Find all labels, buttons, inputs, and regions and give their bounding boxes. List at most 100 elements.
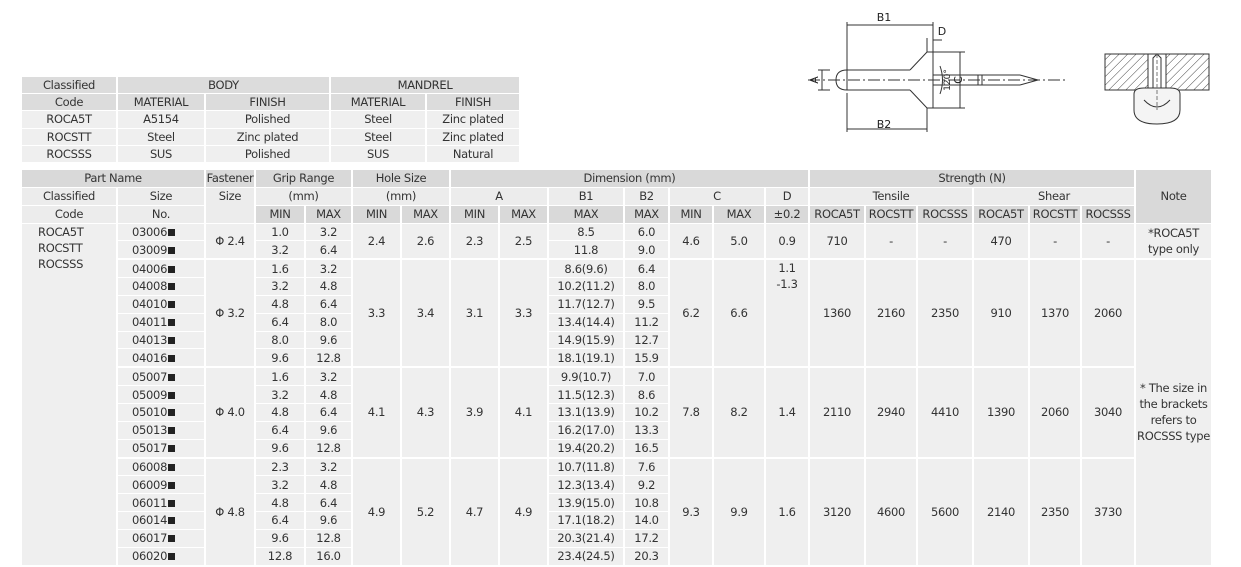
- b2-max-cell: 7.0: [624, 367, 670, 387]
- label-d: D: [938, 25, 946, 38]
- square-marker-icon: [168, 535, 176, 543]
- a-max-cell: 3.3: [499, 259, 549, 369]
- square-marker-icon: [168, 373, 176, 381]
- b2-max-cell: 11.2: [624, 313, 670, 332]
- shear-header: Shear: [973, 187, 1137, 206]
- size-no-cell: 05013: [117, 421, 206, 440]
- grip-min-cell: 3.2: [255, 277, 306, 296]
- mandrel-material-cell: Steel: [330, 128, 428, 146]
- size-code: 04008: [132, 279, 168, 294]
- c-max-cell: 6.6: [713, 259, 766, 369]
- tensile-cell: 2350: [917, 259, 975, 369]
- table-row: 03009 3.2 6.4 11.8 9.0: [22, 240, 1212, 261]
- b1-max-cell: 10.7(11.8): [548, 457, 625, 477]
- tensile-cell: 2110: [809, 367, 867, 459]
- table-row: 06014 6.4 9.6 17.1(18.2) 14.0: [22, 511, 1212, 530]
- size-code: 03006: [132, 224, 168, 239]
- grip-min-cell: 3.2: [255, 475, 306, 495]
- b2-max-cell: 16.5: [624, 439, 670, 459]
- fastener-size-header: Size: [205, 187, 256, 224]
- table-row: 05009 3.2 4.8 11.5(12.3) 8.6: [22, 385, 1212, 404]
- fastener-size-cell: Φ 2.4: [205, 223, 256, 261]
- grip-max-cell: 6.4: [305, 493, 353, 513]
- grip-min-cell: 9.6: [255, 529, 306, 548]
- table-row: 05010 4.8 6.4 13.1(13.9) 10.2: [22, 403, 1212, 422]
- grip-mm-header: (mm): [255, 187, 353, 206]
- body-finish-header: FINISH: [205, 93, 332, 112]
- hole-max-cell: 5.2: [401, 457, 451, 567]
- tensile-rocsss-header: ROCSSS: [917, 205, 975, 224]
- b2-max-cell: 9.0: [624, 240, 670, 261]
- grip-min-cell: 1.6: [255, 367, 306, 387]
- tensile-cell: 5600: [917, 457, 975, 567]
- b2-max-cell: 9.2: [624, 475, 670, 495]
- fastener-size-cell: Φ 4.0: [205, 367, 256, 459]
- table-row: 04008 3.2 4.8 10.2(11.2) 8.0: [22, 277, 1212, 296]
- mandrel-material-cell: Steel: [330, 110, 428, 129]
- grip-min-cell: 4.8: [255, 493, 306, 513]
- a-min-cell: 4.7: [450, 457, 500, 567]
- d-cell: 0.9: [765, 223, 811, 261]
- mandrel-material-header: MATERIAL: [330, 93, 428, 112]
- grip-max-cell: 3.2: [305, 367, 353, 387]
- body-header: BODY: [117, 77, 332, 95]
- size-code: 03009: [132, 242, 168, 257]
- d-cell: 1.4: [765, 367, 811, 459]
- table-row: 06011 4.8 6.4 13.9(15.0) 10.8: [22, 493, 1212, 513]
- hole-size-header: Hole Size: [352, 170, 451, 188]
- table-row: 06017 9.6 12.8 20.3(21.4) 17.2: [22, 529, 1212, 548]
- size-code: 06011: [132, 495, 168, 510]
- size-code: 05010: [132, 405, 168, 420]
- grip-max-cell: 3.2: [305, 259, 353, 279]
- size-code: 05007: [132, 369, 168, 384]
- tensile-roca5t-header: ROCA5T: [809, 205, 867, 224]
- size-no-cell: 04008: [117, 277, 206, 296]
- grip-min-cell: 8.0: [255, 331, 306, 350]
- square-marker-icon: [168, 228, 176, 236]
- table-row: 04013 8.0 9.6 14.9(15.9) 12.7: [22, 331, 1212, 350]
- grip-min-cell: 6.4: [255, 313, 306, 332]
- table-row: ROCA5T A5154 Polished Steel Zinc plated: [22, 110, 522, 129]
- square-marker-icon: [168, 409, 176, 417]
- tensile-cell: 2940: [865, 367, 919, 459]
- d-value: 1.1: [778, 261, 796, 276]
- grip-max-header: MAX: [305, 205, 353, 224]
- mandrel-finish-header: FINISH: [426, 93, 522, 112]
- b1-max-cell: 12.3(13.4): [548, 475, 625, 495]
- d-cell: 1.6: [765, 457, 811, 567]
- table-row: 04006 Φ 3.2 1.6 3.2 3.3 3.4 3.1 3.3 8.6(9.6) 6.4 6…: [22, 259, 1214, 567]
- square-marker-icon: [168, 499, 176, 507]
- square-marker-icon: [168, 445, 176, 453]
- b2-max-cell: 17.2: [624, 529, 670, 548]
- size-no-cell: 06009: [117, 475, 206, 495]
- grip-min-cell: 1.6: [255, 259, 306, 279]
- table-row: ROCSSS SUS Polished SUS Natural: [22, 145, 522, 163]
- hole-max-cell: 3.4: [401, 259, 451, 369]
- d-tolerance-header: ±0.2: [765, 205, 811, 224]
- grip-max-cell: 9.6: [305, 421, 353, 440]
- size-no-cell: 05010: [117, 403, 206, 422]
- b1-max-cell: 13.1(13.9): [548, 403, 625, 422]
- a-max-cell: 4.9: [499, 457, 549, 567]
- tensile-cell: 4600: [865, 457, 919, 567]
- body-material-cell: SUS: [117, 145, 206, 163]
- table-row: 05007 Φ 4.0 1.6 3.2 4.1 4.3 3.9 4.1 9.9(10.7) 7.0…: [22, 367, 1212, 459]
- b2-max-cell: 7.6: [624, 457, 670, 477]
- size-no-cell: 05009: [117, 385, 206, 404]
- a-min-cell: 3.1: [450, 259, 500, 369]
- grip-min-cell: 4.8: [255, 403, 306, 422]
- grip-max-cell: 8.0: [305, 313, 353, 332]
- b1-max-cell: 9.9(10.7): [548, 367, 625, 387]
- table-row: 06008 Φ 4.8 2.3 3.2 4.9 5.2 4.7 4.9 10.7(11.8) 7.…: [22, 457, 1212, 567]
- square-marker-icon: [168, 463, 176, 471]
- b1-max-cell: 19.4(20.2): [548, 439, 625, 459]
- c-min-cell: 9.3: [669, 457, 714, 567]
- tensile-cell: -: [917, 223, 975, 261]
- grip-max-cell: 9.6: [305, 331, 353, 350]
- b1-max-cell: 8.6(9.6): [548, 259, 625, 279]
- a-header: A: [450, 187, 549, 206]
- classified-header: Classified: [22, 77, 118, 95]
- a-max-cell: 4.1: [499, 367, 549, 459]
- body-finish-cell: Polished: [205, 110, 332, 129]
- dimension-header: Dimension (mm): [450, 170, 811, 188]
